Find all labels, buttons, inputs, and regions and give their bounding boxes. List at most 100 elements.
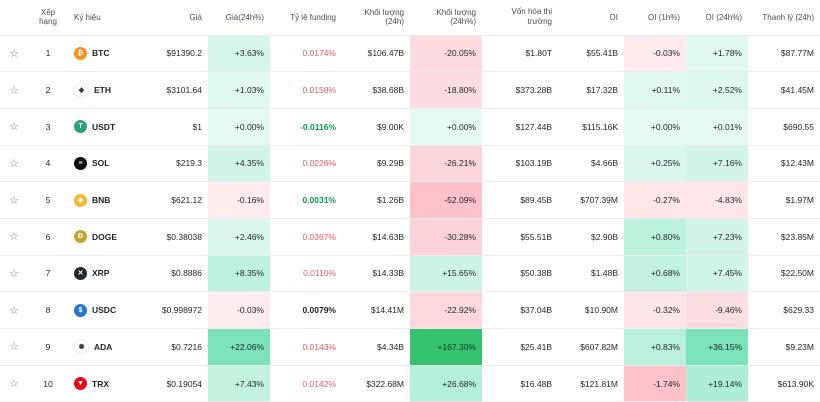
favorite-star-icon[interactable]: ☆ [9,231,19,244]
liquidation-cell: $87.77M [780,48,814,59]
header-liquidation[interactable]: Thanh lý (24h) [748,0,820,36]
favorite-star-icon[interactable]: ☆ [9,84,19,97]
table-row[interactable]: ☆ 10 ▼ TRX $0.19054 +7.43% 0.0142% $322.68M +26.… [0,365,820,402]
funding-cell: 0.0031% [302,195,336,206]
oi-24h-cell: +2.52% [686,71,748,109]
funding-cell: 0.0143% [302,341,336,352]
market-cap-cell: $37.04B [520,305,552,316]
header-volume[interactable]: Khối lượng (24h) [342,0,410,36]
price-change-cell: +4.35% [208,145,270,182]
symbol-cell[interactable]: ≡ SOL [68,145,138,182]
favorite-star-icon[interactable]: ☆ [9,304,19,317]
volume-change-cell: -52.09% [410,181,482,219]
favorite-star-icon[interactable]: ☆ [9,121,19,134]
oi-1h-cell: +0.25% [624,145,686,182]
header-oi-1h[interactable]: OI (1h%) [624,0,686,36]
symbol-cell[interactable]: ▼ TRX [68,365,138,402]
oi-24h-cell: +7.45% [686,255,748,292]
tether-icon: T [74,120,87,134]
header-symbol[interactable]: Ký hiệu [68,0,138,36]
symbol-cell[interactable]: ◈ BNB [68,182,138,219]
volume-cell: $1.26B [377,195,404,206]
funding-cell: 0.0110% [303,268,336,279]
funding-cell: 0.0226% [302,158,336,169]
price-cell: $91390.2 [166,48,202,59]
header-price[interactable]: Giá [138,0,208,36]
favorite-star-icon[interactable]: ☆ [9,378,19,391]
market-cap-cell: $55.51B [520,231,552,242]
symbol-label: XRP [92,268,110,279]
table-row[interactable]: ☆ 1 ₿ BTC $91390.2 +3.63% 0.0174% $106.47B -20.0… [0,35,820,72]
header-rank[interactable]: Xếp hạng [28,0,68,36]
oi-cell: $115.16K [582,121,618,132]
symbol-cell[interactable]: ₿ BTC [68,35,138,72]
xrp-icon: ✕ [74,266,87,280]
oi-1h-cell: +0.83% [624,328,686,366]
header-market-cap[interactable]: Vốn hóa thị trường [482,0,558,36]
price-cell: $0.38038 [166,231,202,242]
favorite-star-icon[interactable]: ☆ [9,157,19,170]
funding-cell: 0.0367% [302,231,336,242]
rank-cell: 3 [45,121,51,132]
symbol-cell[interactable]: ◆ ETH [68,72,138,109]
funding-cell: 0.0158% [302,85,336,96]
favorite-star-icon[interactable]: ☆ [9,47,19,60]
funding-cell: 0.0079% [302,305,336,316]
symbol-cell[interactable]: ✺ ADA [68,329,138,366]
volume-cell: $322.68M [366,378,404,389]
oi-cell: $55.41B [586,48,618,59]
liquidation-cell: $41.45M [780,85,814,96]
oi-cell: $10.90M [584,305,618,316]
volume-change-cell: -20.05% [410,35,482,72]
price-change-cell: +0.00% [208,108,270,146]
price-cell: $0.998972 [161,305,202,316]
symbol-cell[interactable]: ✕ XRP [68,255,138,292]
table-body: ☆ 1 ₿ BTC $91390.2 +3.63% 0.0174% $106.47B -20.0… [0,35,820,402]
oi-cell: $17.32B [586,85,618,96]
header-price-change[interactable]: Giá(24h%) [208,0,270,36]
oi-24h-cell: +7.23% [686,218,748,256]
cardano-icon: ✺ [74,339,89,355]
rank-cell: 9 [45,341,51,352]
table-row[interactable]: ☆ 6 Ð DOGE $0.38038 +2.46% 0.0367% $14.63B -30.2… [0,218,820,256]
table-row[interactable]: ☆ 5 ◈ BNB $621.12 -0.16% 0.0031% $1.26B -52.09% $… [0,181,820,219]
volume-change-cell: +167.30% [410,328,482,366]
liquidation-cell: $9.23M [785,341,814,352]
header-oi-24h[interactable]: OI (24h%) [686,0,748,36]
price-change-cell: +2.46% [208,218,270,256]
volume-cell: $9.29B [377,158,404,169]
price-cell: $0.8886 [171,268,202,279]
liquidation-cell: $12.43M [780,158,814,169]
favorite-star-icon[interactable]: ☆ [9,194,19,207]
symbol-label: TRX [92,378,109,389]
table-row[interactable]: ☆ 8 $ USDC $0.998972 -0.03% 0.0079% $14.41M -22.… [0,291,820,329]
oi-24h-cell: +36.15% [686,328,748,366]
volume-change-cell: -30.28% [410,218,482,256]
oi-24h-cell: +7.16% [686,145,748,182]
price-cell: $3101.64 [166,85,202,96]
table-row[interactable]: ☆ 2 ◆ ETH $3101.64 +1.03% 0.0158% $38.68B -18.80… [0,71,820,109]
header-volume-change[interactable]: Khối lượng (24h%) [410,0,482,36]
oi-1h-cell: -0.27% [624,181,686,219]
symbol-cell[interactable]: T USDT [68,108,138,145]
table-row[interactable]: ☆ 3 T USDT $1 +0.00% -0.0116% $9.00K +0.00% $127.… [0,108,820,146]
table-row[interactable]: ☆ 4 ≡ SOL $219.3 +4.35% 0.0226% $9.29B -26.21% $1… [0,145,820,182]
favorite-star-icon[interactable]: ☆ [9,267,19,280]
price-change-cell: +8.35% [208,255,270,292]
volume-change-cell: -18.80% [410,71,482,109]
table-row[interactable]: ☆ 7 ✕ XRP $0.8886 +8.35% 0.0110% $14.33B +15.65%… [0,255,820,292]
symbol-cell[interactable]: Ð DOGE [68,218,138,255]
symbol-label: DOGE [92,231,118,242]
favorite-star-icon[interactable]: ☆ [9,341,19,354]
header-oi[interactable]: OI [558,0,624,36]
volume-cell: $106.47B [367,48,404,59]
header-funding[interactable]: Tỷ lệ funding [270,0,342,36]
price-cell: $0.19054 [166,378,202,389]
liquidation-cell: $1.97M [785,195,814,206]
liquidation-cell: $23.85M [780,231,814,242]
table-row[interactable]: ☆ 9 ✺ ADA $0.7216 +22.06% 0.0143% $4.34B +167.30… [0,328,820,366]
symbol-cell[interactable]: $ USDC [68,292,138,329]
symbol-label: BTC [92,48,110,59]
funding-cell: 0.0142% [302,378,336,389]
price-cell: $0.7216 [171,341,202,352]
